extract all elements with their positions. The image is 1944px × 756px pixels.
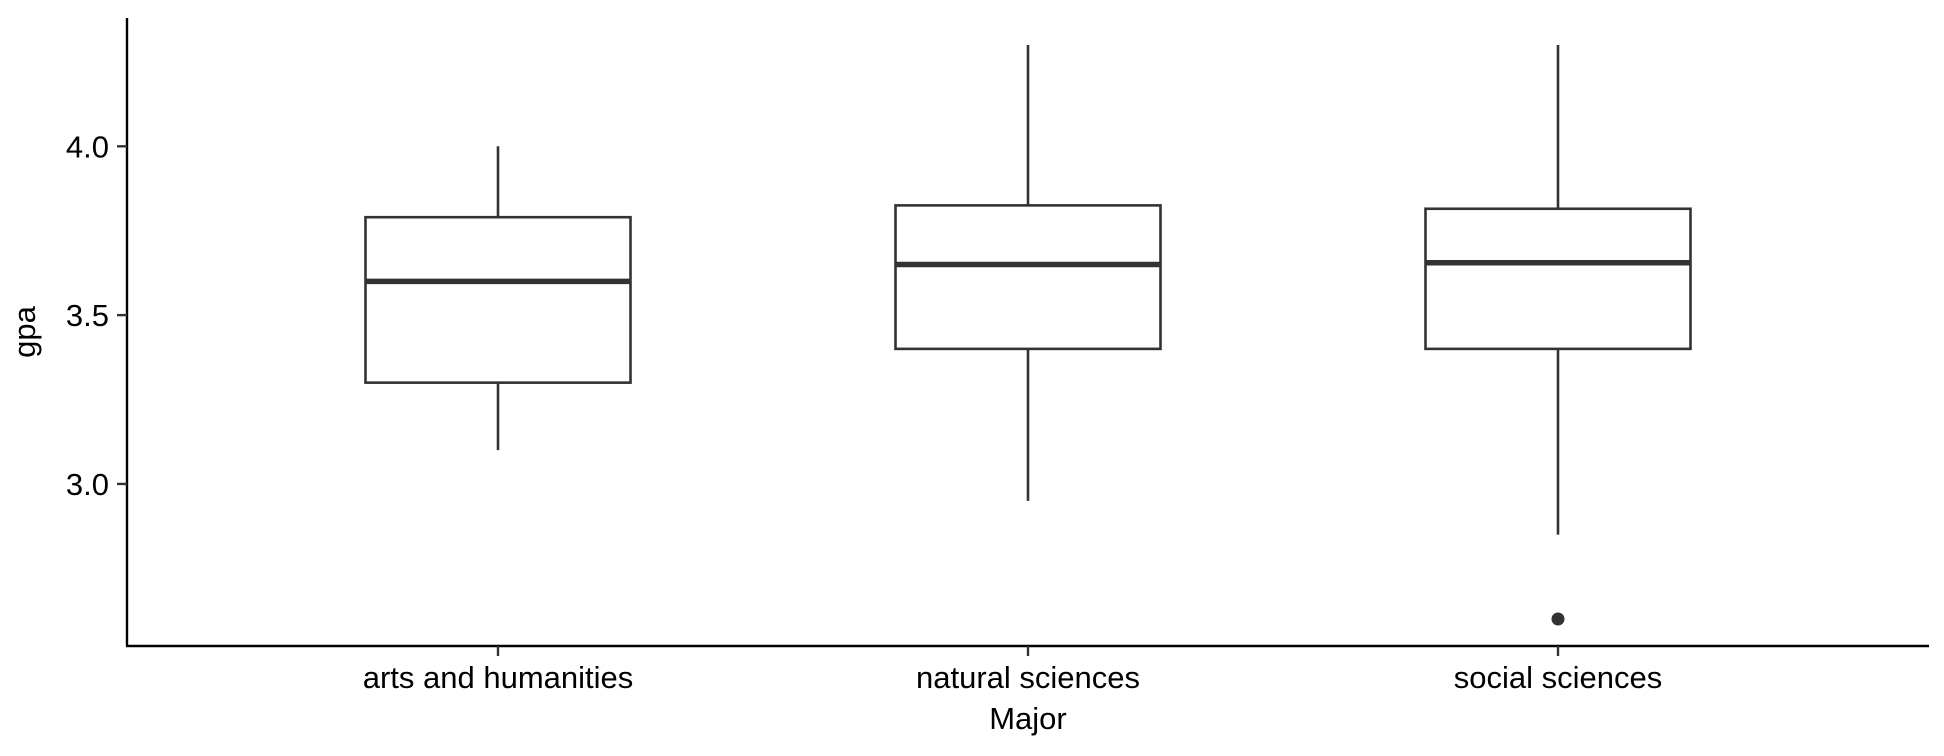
x-axis-ticks: arts and humanities natural sciences socia…	[363, 646, 1662, 695]
y-tick-label: 3.0	[66, 467, 109, 502]
box-group	[894, 45, 1162, 501]
x-tick-label: social sciences	[1454, 660, 1662, 695]
box	[364, 215, 632, 384]
box	[894, 204, 1162, 351]
outlier-point	[1551, 612, 1565, 626]
x-tick-label: natural sciences	[916, 660, 1140, 695]
y-tick-label: 3.5	[66, 298, 109, 333]
y-axis-ticks: 3.0 3.5 4.0	[66, 129, 127, 502]
y-tick-label: 4.0	[66, 129, 109, 164]
x-axis-title: Major	[989, 701, 1067, 736]
box	[1424, 207, 1692, 351]
y-axis-title: gpa	[7, 305, 42, 357]
box-series	[364, 45, 1692, 626]
box-group	[1424, 45, 1692, 626]
x-tick-label: arts and humanities	[363, 660, 634, 695]
box-group	[364, 146, 632, 451]
